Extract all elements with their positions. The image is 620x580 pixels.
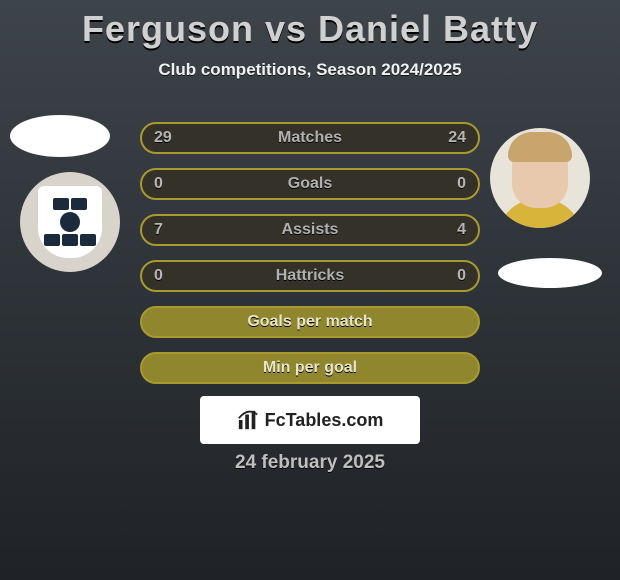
stat-row-gpm: Goals per match <box>140 306 480 338</box>
stat-label: Goals per match <box>184 313 436 331</box>
brand-badge[interactable]: FcTables.com <box>200 396 420 444</box>
bars-icon <box>237 409 259 431</box>
face-icon <box>490 128 590 228</box>
stat-right-value: 0 <box>436 267 466 285</box>
club-badge-left <box>20 172 120 272</box>
stat-label: Min per goal <box>184 359 436 377</box>
stat-label: Goals <box>184 175 436 193</box>
stat-row-goals: 0 Goals 0 <box>140 168 480 200</box>
stat-right-value: 4 <box>436 221 466 239</box>
stat-left-value: 0 <box>154 175 184 193</box>
stat-row-assists: 7 Assists 4 <box>140 214 480 246</box>
stat-right-value: 0 <box>436 175 466 193</box>
stat-label: Assists <box>184 221 436 239</box>
stat-row-mpg: Min per goal <box>140 352 480 384</box>
shield-icon <box>38 186 102 258</box>
stat-label: Hattricks <box>184 267 436 285</box>
stat-left-value: 0 <box>154 267 184 285</box>
comparison-card: Ferguson vs Daniel Batty Club competitio… <box>0 0 620 580</box>
page-title: Ferguson vs Daniel Batty <box>0 0 620 50</box>
stat-row-matches: 29 Matches 24 <box>140 122 480 154</box>
stat-label: Matches <box>184 129 436 147</box>
stat-right-value: 24 <box>436 129 466 147</box>
brand-label: FcTables.com <box>265 410 384 431</box>
stat-left-value: 7 <box>154 221 184 239</box>
player-right-ellipse <box>498 258 602 288</box>
date-label: 24 february 2025 <box>0 452 620 474</box>
stat-left-value: 29 <box>154 129 184 147</box>
stat-row-hattricks: 0 Hattricks 0 <box>140 260 480 292</box>
stats-table: 29 Matches 24 0 Goals 0 7 Assists 4 0 Ha… <box>140 122 480 398</box>
player-left-ellipse <box>10 115 110 157</box>
subtitle: Club competitions, Season 2024/2025 <box>0 60 620 80</box>
player-right-avatar <box>490 128 590 228</box>
